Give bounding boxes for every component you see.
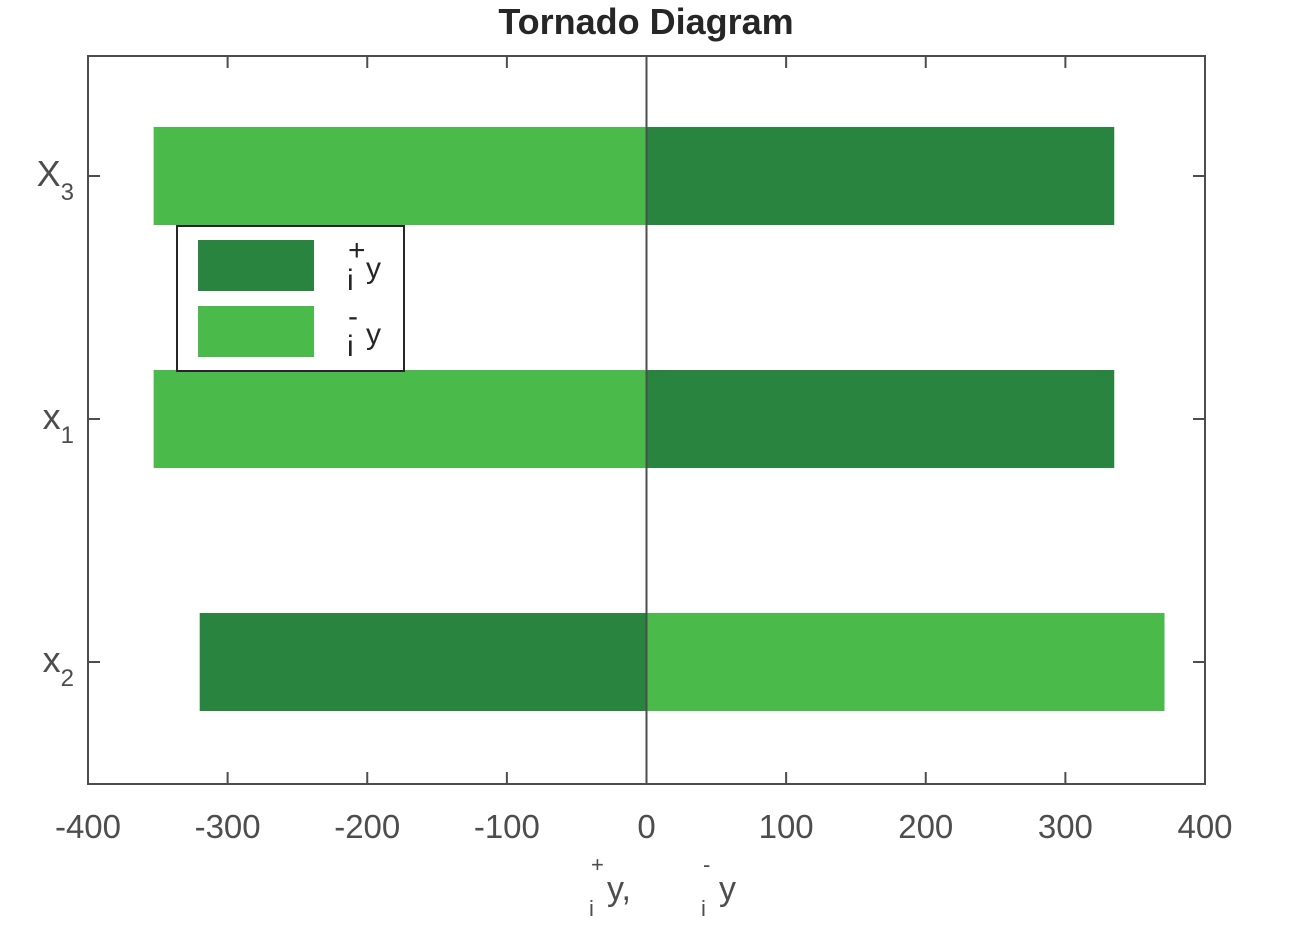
legend-main: y: [366, 252, 381, 285]
bar-series1-cat3: [199, 613, 647, 711]
x-tick-label: -100: [474, 808, 540, 845]
x-tick-label: 300: [1038, 808, 1093, 845]
bar-series2-cat3: [646, 613, 1165, 711]
legend-sup: -: [348, 300, 358, 333]
legend-swatch: [198, 240, 314, 291]
ticks-layer: [87, 56, 1206, 784]
x-tick-label: -400: [55, 808, 121, 845]
x-tick-label: 100: [759, 808, 814, 845]
x-tick-label: 200: [898, 808, 953, 845]
y-category-label: x1: [43, 396, 74, 449]
x-label-sup: +: [591, 852, 604, 877]
x-label-sub: i: [701, 896, 706, 921]
legend-sup: +: [348, 234, 366, 267]
legend-main: y: [366, 318, 381, 351]
legend-swatch: [198, 306, 314, 357]
x-tick-label: -200: [334, 808, 400, 845]
y-category-label: x2: [43, 639, 74, 692]
legend: +i y-i y: [176, 225, 405, 372]
y-category-label: X3: [37, 153, 74, 206]
x-tick-label: 0: [637, 808, 655, 845]
legend-sub: i: [347, 264, 354, 297]
bars-layer: [153, 127, 1165, 711]
x-tick-label: 400: [1177, 808, 1232, 845]
x-label-sub: i: [589, 896, 594, 921]
x-axis-label: +iy,-iy: [589, 852, 736, 921]
bar-series1-cat2: [646, 370, 1115, 468]
x-label-main: y: [719, 870, 736, 908]
bar-series2-cat1: [153, 127, 647, 225]
chart-title: Tornado Diagram: [498, 1, 793, 42]
x-label-sup: -: [703, 852, 710, 877]
bar-series1-cat1: [646, 127, 1115, 225]
legend-sub: i: [347, 330, 354, 363]
labels-layer: -400 -300 -200 -100 0 100 200 300 400 X3 x1 x2: [37, 153, 1233, 845]
x-label-main: y,: [607, 870, 631, 908]
x-tick-label: -300: [195, 808, 261, 845]
bar-series2-cat2: [153, 370, 647, 468]
